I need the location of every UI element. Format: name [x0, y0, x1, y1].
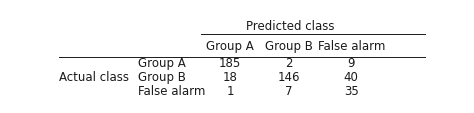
Text: 146: 146 — [278, 71, 300, 84]
Text: 18: 18 — [223, 71, 237, 84]
Text: Group B: Group B — [265, 40, 313, 53]
Text: Group A: Group A — [206, 40, 254, 53]
Text: Actual class: Actual class — [59, 71, 129, 84]
Text: 9: 9 — [347, 57, 355, 70]
Text: 7: 7 — [285, 85, 292, 97]
Text: False alarm: False alarm — [138, 85, 206, 97]
Text: 1: 1 — [226, 85, 234, 97]
Text: Group A: Group A — [138, 57, 186, 70]
Text: 35: 35 — [344, 85, 359, 97]
Text: False alarm: False alarm — [318, 40, 385, 53]
Text: Group B: Group B — [138, 71, 186, 84]
Text: 185: 185 — [219, 57, 241, 70]
Text: 2: 2 — [285, 57, 292, 70]
Text: 40: 40 — [344, 71, 359, 84]
Text: Predicted class: Predicted class — [246, 20, 335, 33]
